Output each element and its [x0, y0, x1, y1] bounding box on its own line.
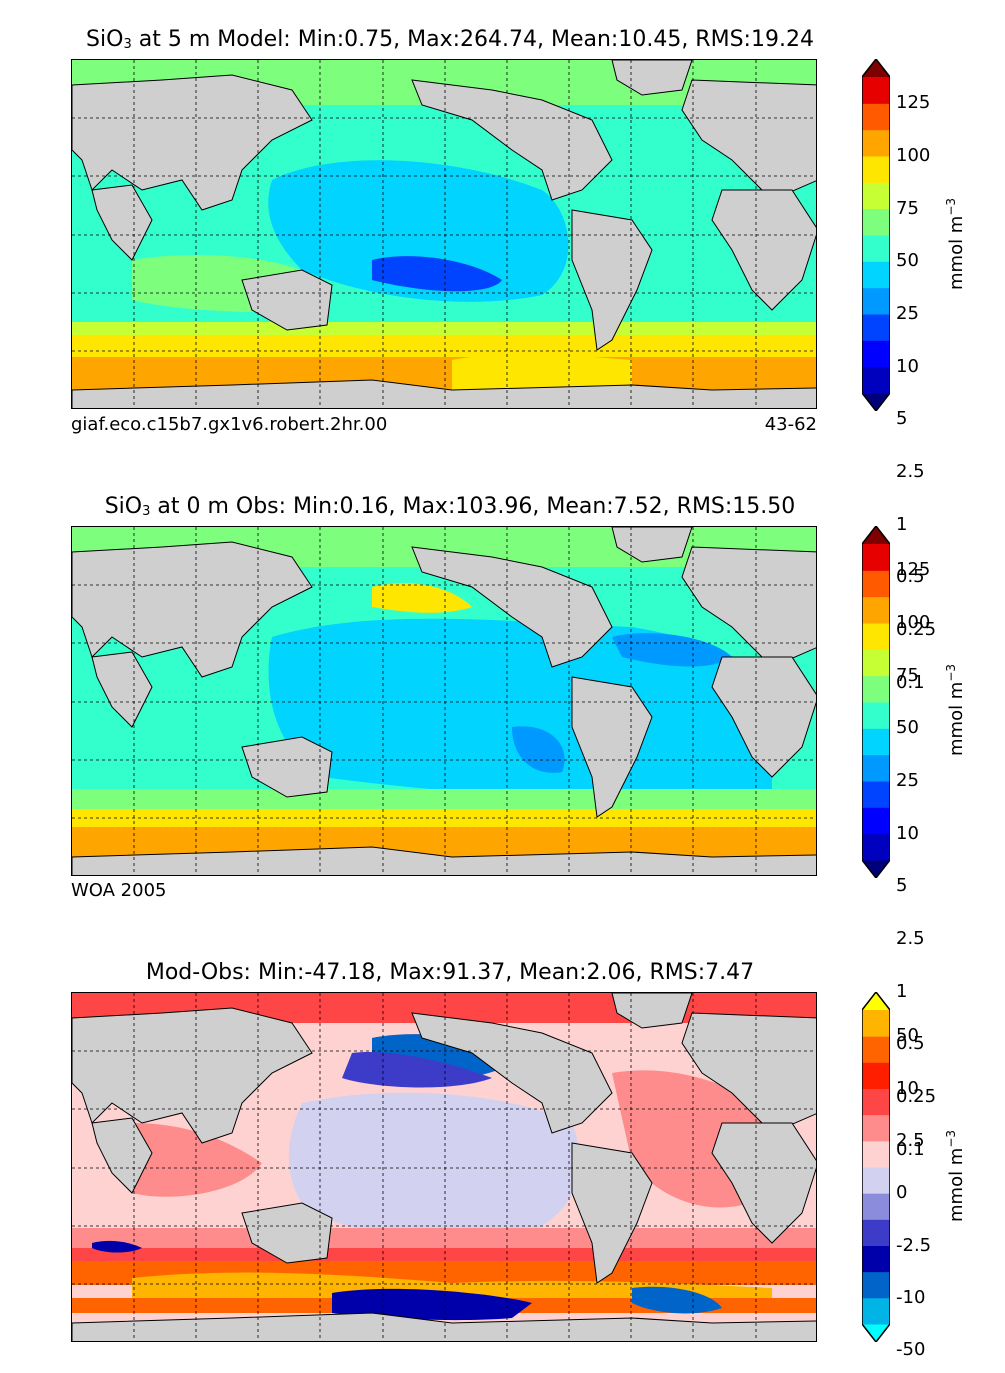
colorbar-band	[862, 1219, 890, 1246]
colorbar-band	[862, 754, 890, 782]
colorbar-tick-label: 1	[896, 513, 908, 535]
colorbar-tick-label: 75	[896, 664, 919, 686]
colorbar-band	[862, 129, 890, 157]
colorbar-band	[862, 570, 890, 598]
colorbar-band	[862, 1193, 890, 1220]
diff-units: mmol m−3	[944, 1129, 967, 1222]
colorbar-tick-label: 25	[896, 770, 919, 791]
colorbar-tick-label: 0.25	[896, 619, 937, 640]
colorbar-band	[862, 314, 890, 341]
colorbar-band	[862, 1167, 890, 1194]
colorbar-under-triangle	[862, 393, 890, 411]
colorbar-band	[862, 1297, 890, 1325]
model-panel: SiO3 at 5 m Model: Min:0.75, Max:264.74,…	[0, 0, 1005, 460]
obs-colorbar	[861, 524, 891, 880]
colorbar-band	[862, 1036, 890, 1063]
model-run-label: giaf.eco.c15b7.gx1v6.robert.2hr.00	[71, 414, 388, 435]
colorbar-tick-label: 50	[896, 717, 919, 739]
colorbar-tick-label: 5	[896, 408, 908, 430]
colorbar-tick-label: 125	[896, 559, 931, 581]
colorbar-tick-label: -50	[896, 1339, 926, 1361]
colorbar-band	[862, 261, 890, 289]
colorbar-band	[862, 596, 890, 624]
colorbar-tick-label: 50	[896, 1025, 919, 1047]
colorbar-tick-label: -10	[896, 1286, 926, 1308]
colorbar-band	[862, 1245, 890, 1273]
model-colorbar	[861, 57, 891, 413]
obs-panel: SiO3 at 0 m Obs: Min:0.16, Max:103.96, M…	[71, 494, 967, 901]
colorbar-band	[862, 807, 890, 835]
diff-title: Mod-Obs: Min:-47.18, Max:91.37, Mean:2.0…	[145, 960, 755, 985]
colorbar-over-triangle	[862, 59, 890, 77]
colorbar-band	[862, 702, 890, 729]
colorbar-tick-label: 125	[896, 92, 931, 114]
colorbar-tick-label: 100	[896, 612, 931, 633]
colorbar-tick-label: 2.5	[896, 461, 925, 482]
obs-map	[71, 526, 817, 876]
diff-map-svg	[72, 993, 816, 1341]
colorbar-band	[862, 340, 890, 368]
colorbar-over-triangle	[862, 992, 890, 1010]
colorbar-band	[862, 156, 890, 183]
colorbar-tick-label: 2.5	[896, 928, 925, 949]
colorbar-band	[862, 287, 890, 315]
model-years-label: 43-62	[764, 414, 817, 435]
colorbar-band	[862, 235, 890, 262]
colorbar-band	[862, 1088, 890, 1116]
colorbar-band	[862, 649, 890, 677]
colorbar-tick-label: 1	[896, 980, 908, 1002]
colorbar-band	[862, 623, 890, 650]
model-map	[71, 59, 817, 409]
colorbar-tick-label: 50	[896, 250, 919, 272]
diff-map	[71, 992, 817, 1342]
colorbar-over-triangle	[862, 526, 890, 544]
colorbar-band	[862, 182, 890, 210]
obs-title: SiO3 at 0 m Obs: Min:0.16, Max:103.96, M…	[104, 494, 796, 519]
colorbar-tick-label: -2.5	[896, 1234, 932, 1256]
colorbar-band	[862, 103, 890, 131]
colorbar-under-triangle	[862, 860, 890, 878]
diff-colorbar	[861, 990, 891, 1344]
colorbar-tick-label: 25	[896, 303, 919, 324]
colorbar-tick-label: 0	[896, 1182, 908, 1204]
colorbar-tick-label: 100	[896, 145, 931, 166]
colorbar-band	[862, 728, 890, 756]
colorbar-band	[862, 1140, 890, 1168]
model-title: SiO3 at 5 m Model: Min:0.75, Max:264.74,…	[86, 27, 814, 52]
colorbar-band	[862, 208, 890, 236]
colorbar-band	[862, 1062, 890, 1089]
colorbar-band	[862, 1271, 890, 1299]
colorbar-tick-label: 10	[896, 822, 919, 844]
colorbar-tick-label: 5	[896, 875, 908, 897]
obs-map-svg	[72, 527, 816, 875]
colorbar-tick-label: 10	[896, 1077, 919, 1099]
colorbar-tick-label: 10	[896, 355, 919, 377]
colorbar-tick-label: 0.25	[896, 1086, 937, 1107]
colorbar-tick-label: 0.5	[896, 1033, 925, 1055]
colorbar-band	[862, 675, 890, 703]
colorbar-under-triangle	[862, 1324, 890, 1342]
model-map-svg	[72, 60, 816, 408]
colorbar-band	[862, 1010, 890, 1037]
colorbar-band	[862, 366, 890, 394]
colorbar-band	[862, 833, 890, 861]
colorbar-band	[862, 781, 890, 808]
colorbar-tick-label: 2.5	[896, 1129, 925, 1151]
colorbar-band	[862, 1114, 890, 1142]
colorbar-tick-label: 75	[896, 197, 919, 219]
colorbar-tick-label: 0.5	[896, 566, 925, 588]
obs-source-label: WOA 2005	[71, 880, 167, 901]
colorbar-tick-label: 0.1	[896, 671, 925, 693]
colorbar-band	[862, 544, 890, 571]
colorbar-band	[862, 77, 890, 104]
colorbar-tick-label: 0.1	[896, 1138, 925, 1160]
